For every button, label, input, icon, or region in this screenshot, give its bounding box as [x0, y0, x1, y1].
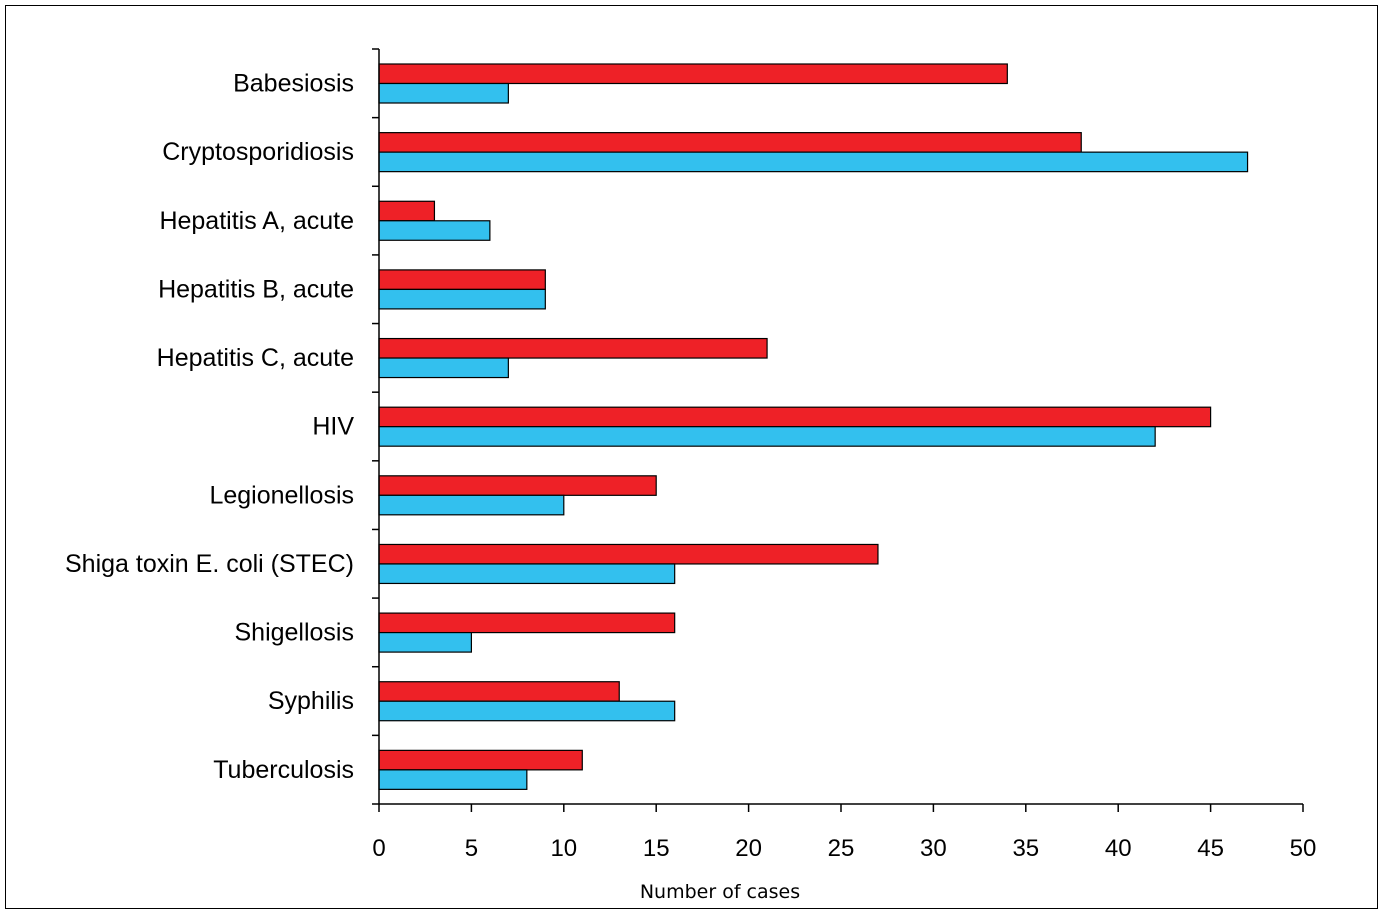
bar-red — [378, 337, 768, 359]
bar-red — [378, 543, 879, 565]
x-tick-label: 50 — [1290, 835, 1317, 862]
category-label: Shigellosis — [234, 619, 354, 647]
bar-red — [378, 406, 1212, 428]
category-label: Tuberculosis — [213, 756, 354, 784]
x-axis-title: Number of cases — [640, 881, 800, 903]
bar-red — [378, 269, 546, 291]
x-tick-label: 40 — [1105, 835, 1132, 862]
x-tick-label: 10 — [550, 835, 577, 862]
category-label: Legionellosis — [209, 481, 354, 509]
category-label: Hepatitis A, acute — [159, 207, 354, 235]
bar-red — [378, 475, 657, 496]
labels-group: Babesiosis Cryptosporidiosis Hepatitis A, … — [65, 70, 354, 784]
bar-blue — [378, 426, 1156, 447]
x-tick-label: 25 — [828, 835, 855, 862]
category-label: Syphilis — [268, 687, 354, 715]
bar-blue — [378, 82, 509, 104]
bar-red — [378, 200, 436, 222]
x-tick-label: 35 — [1012, 835, 1039, 862]
y-ticks-group — [372, 48, 379, 805]
bar-blue — [378, 700, 676, 722]
x-tick-label: 30 — [920, 835, 947, 862]
bar-blue — [378, 563, 676, 585]
category-label: Shiga toxin E. coli (STEC) — [65, 550, 354, 578]
x-tick-label: 0 — [372, 835, 385, 862]
bar-red — [378, 749, 583, 771]
bar-red — [378, 681, 620, 702]
bars-group — [378, 63, 1249, 790]
bar-red — [378, 132, 1082, 153]
bar-red — [378, 612, 676, 634]
x-tick-label: 15 — [643, 835, 670, 862]
x-tick-label: 20 — [735, 835, 762, 862]
x-tick-label: 5 — [465, 835, 478, 862]
bar-blue — [378, 769, 528, 790]
category-label: Babesiosis — [233, 70, 354, 98]
bar-blue — [378, 151, 1249, 173]
bar-blue — [378, 494, 565, 516]
bar-red — [378, 63, 1008, 85]
category-label: Hepatitis C, acute — [157, 344, 354, 372]
x-ticks-group: 0 5 10 15 20 25 30 35 40 45 50 — [372, 804, 1316, 862]
category-label: Hepatitis B, acute — [158, 275, 354, 303]
category-label: Cryptosporidiosis — [162, 138, 354, 166]
x-tick-label: 45 — [1197, 835, 1224, 862]
bar-blue — [378, 220, 491, 241]
bar-blue — [378, 288, 546, 310]
category-label: HIV — [312, 413, 354, 441]
bar-blue — [378, 357, 509, 379]
bar-blue — [378, 631, 473, 653]
